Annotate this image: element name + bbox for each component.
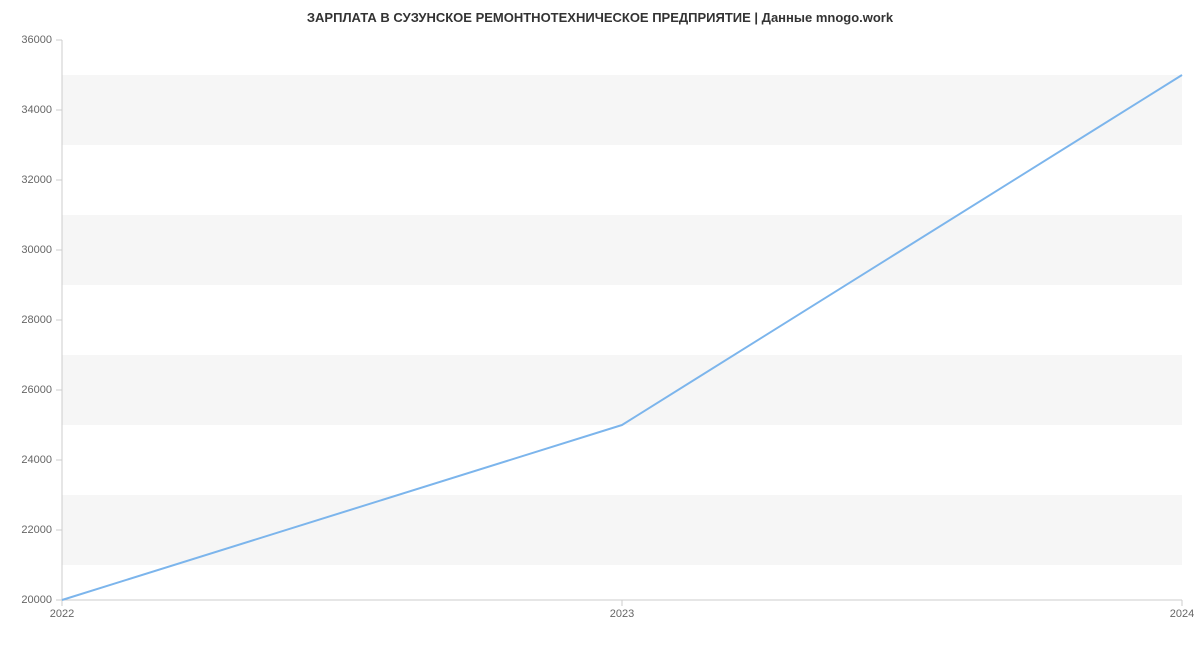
salary-line-chart: ЗАРПЛАТА В СУЗУНСКОЕ РЕМОНТНОТЕХНИЧЕСКОЕ… [0, 0, 1200, 650]
y-tick-label: 30000 [21, 244, 52, 256]
x-tick-label: 2023 [610, 608, 634, 620]
grid-band [62, 215, 1182, 285]
y-tick-label: 26000 [21, 384, 52, 396]
grid-band [62, 495, 1182, 565]
y-tick-label: 22000 [21, 524, 52, 536]
chart-svg: 20000 22000 24000 26000 28000 30000 32000 34000… [0, 0, 1200, 650]
y-tick-label: 34000 [21, 104, 52, 116]
y-tick-label: 32000 [21, 174, 52, 186]
y-tick-label: 28000 [21, 314, 52, 326]
grid-band [62, 75, 1182, 145]
chart-title: ЗАРПЛАТА В СУЗУНСКОЕ РЕМОНТНОТЕХНИЧЕСКОЕ… [0, 10, 1200, 25]
x-tick-label: 2022 [50, 608, 74, 620]
y-tick-label: 20000 [21, 594, 52, 606]
x-tick-label: 2024 [1170, 608, 1194, 620]
y-tick-label: 24000 [21, 454, 52, 466]
y-tick-label: 36000 [21, 34, 52, 46]
grid-band [62, 355, 1182, 425]
